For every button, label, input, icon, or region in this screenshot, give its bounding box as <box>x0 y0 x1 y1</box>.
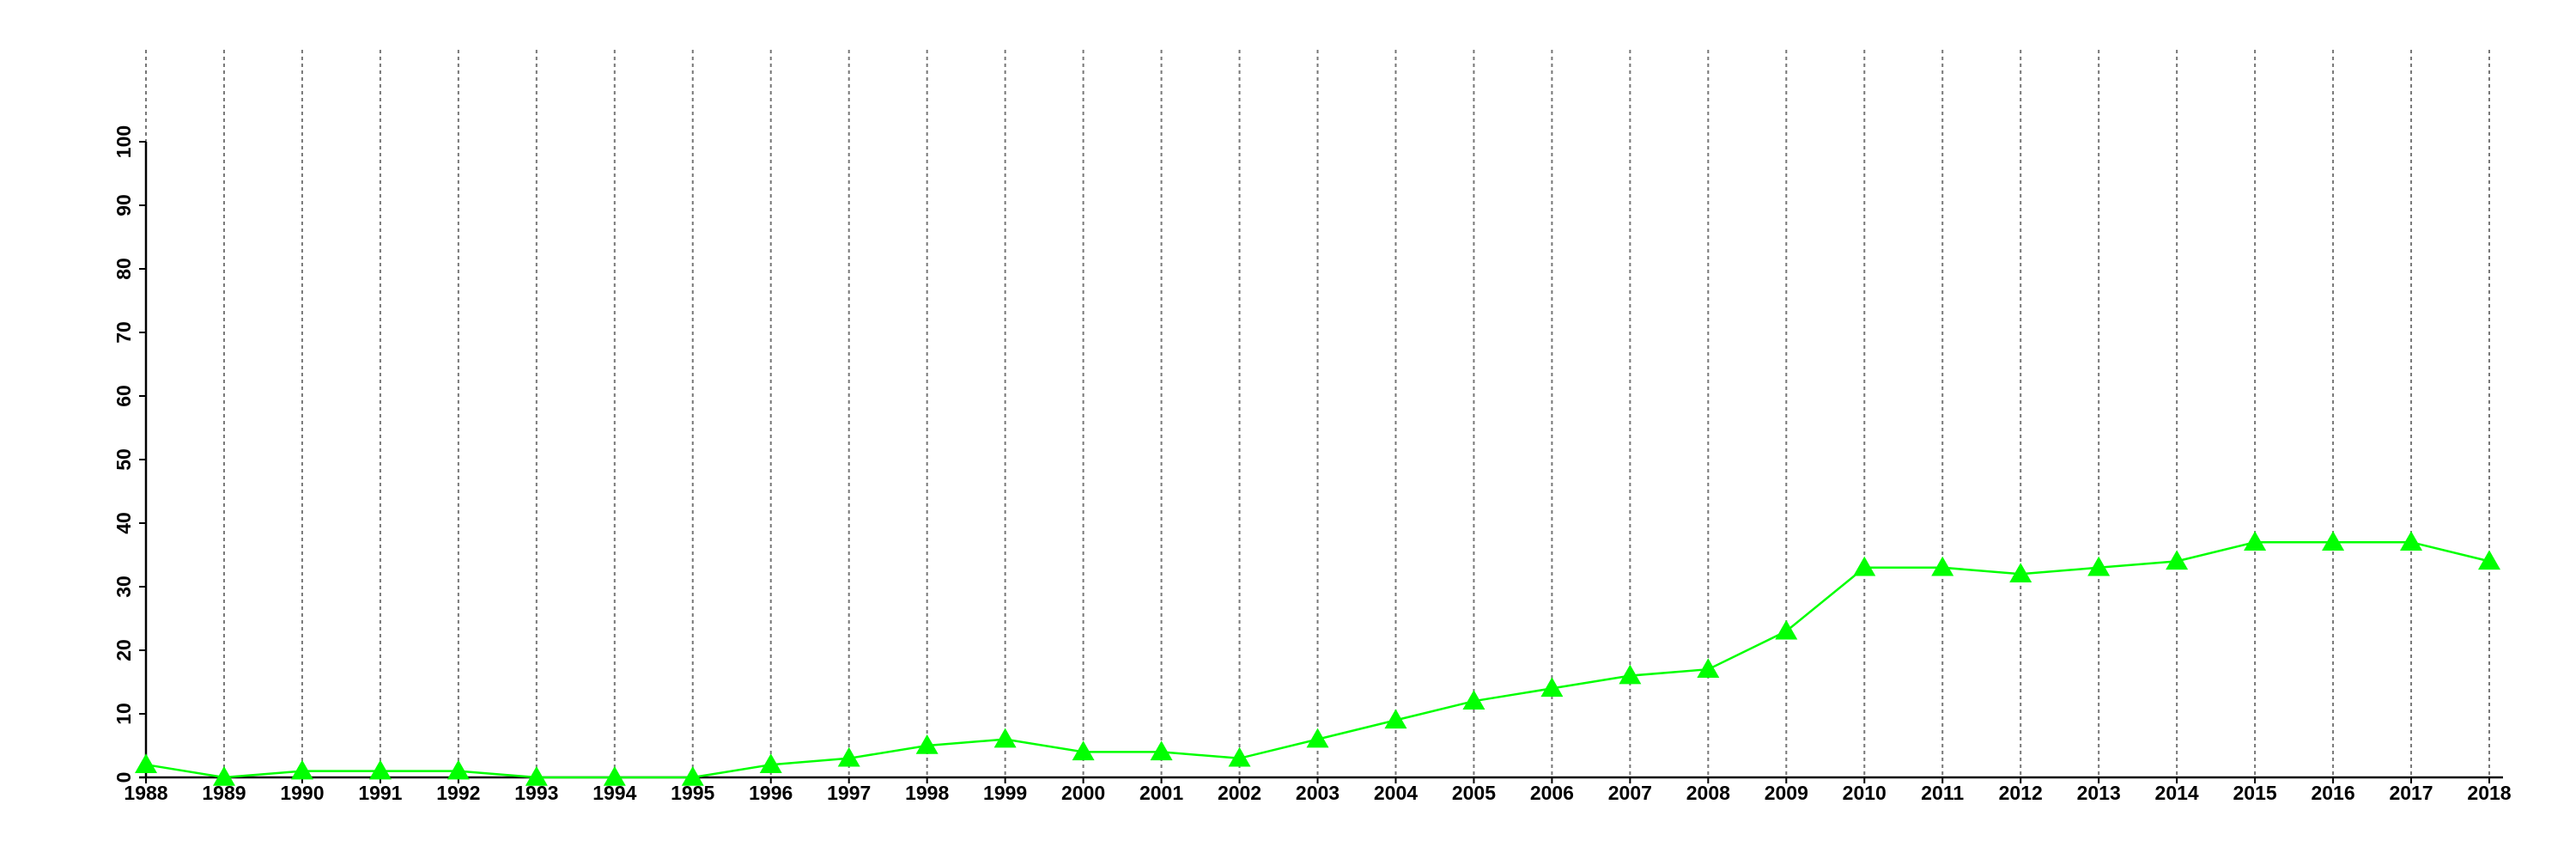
marker <box>290 759 313 780</box>
marker <box>1150 740 1173 761</box>
marker <box>2322 531 2345 551</box>
y-tick-label: 20 <box>112 639 135 661</box>
x-tick-label: 2007 <box>1608 782 1652 804</box>
marker <box>1775 619 1798 640</box>
marker <box>1384 709 1407 729</box>
y-tick-label: 40 <box>112 512 135 534</box>
marker <box>603 766 626 786</box>
y-tick-label: 10 <box>112 703 135 725</box>
y-tick-label: 90 <box>112 194 135 216</box>
x-tick-label: 2004 <box>1374 782 1418 804</box>
y-tick-label: 80 <box>112 258 135 280</box>
marker <box>993 728 1017 748</box>
x-tick-label: 1988 <box>124 782 167 804</box>
x-tick-label: 1999 <box>983 782 1027 804</box>
y-tick-label: 50 <box>112 448 135 471</box>
x-tick-label: 2016 <box>2311 782 2354 804</box>
x-tick-label: 2018 <box>2467 782 2511 804</box>
marker <box>2087 556 2111 576</box>
marker <box>2478 550 2500 570</box>
marker <box>1462 690 1485 710</box>
x-tick-label: 1991 <box>358 782 402 804</box>
y-tick-label: 70 <box>112 321 135 344</box>
marker <box>1540 677 1564 698</box>
marker <box>212 766 235 786</box>
y-tick-label: 30 <box>112 576 135 598</box>
x-tick-label: 2013 <box>2077 782 2121 804</box>
marker <box>915 734 939 754</box>
marker <box>1306 728 1329 748</box>
marker <box>368 759 392 780</box>
marker <box>837 746 860 767</box>
marker <box>2009 563 2032 582</box>
x-tick-label: 2012 <box>1999 782 2043 804</box>
x-tick-label: 2010 <box>1843 782 1886 804</box>
x-tick-label: 2015 <box>2233 782 2277 804</box>
x-tick-label: 2009 <box>1765 782 1808 804</box>
x-tick-label: 2006 <box>1530 782 1574 804</box>
marker <box>2244 531 2267 551</box>
marker <box>525 766 548 786</box>
marker <box>1931 556 1954 576</box>
y-tick-label: 60 <box>112 385 135 407</box>
marker <box>1619 664 1642 685</box>
x-tick-label: 1990 <box>280 782 324 804</box>
x-tick-label: 1997 <box>827 782 871 804</box>
marker <box>1072 740 1095 761</box>
marker <box>1228 746 1251 767</box>
marker <box>1697 658 1720 678</box>
marker <box>2400 531 2423 551</box>
x-tick-label: 2011 <box>1921 782 1964 804</box>
marker <box>135 753 157 773</box>
x-tick-label: 1996 <box>749 782 793 804</box>
x-tick-label: 2003 <box>1296 782 1340 804</box>
marker <box>2166 550 2189 570</box>
marker <box>447 759 470 780</box>
marker <box>1853 556 1876 576</box>
y-tick-label: 100 <box>112 125 135 158</box>
x-tick-label: 2002 <box>1218 782 1261 804</box>
y-tick-label: 0 <box>112 772 135 783</box>
x-tick-label: 2014 <box>2155 782 2199 804</box>
x-tick-label: 2000 <box>1061 782 1105 804</box>
x-tick-label: 2008 <box>1686 782 1730 804</box>
marker <box>681 766 704 786</box>
x-tick-label: 2017 <box>2389 782 2433 804</box>
x-tick-label: 2005 <box>1452 782 1496 804</box>
x-tick-label: 1992 <box>436 782 480 804</box>
x-tick-label: 1998 <box>905 782 949 804</box>
x-tick-label: 2001 <box>1139 782 1183 804</box>
marker <box>759 753 782 773</box>
